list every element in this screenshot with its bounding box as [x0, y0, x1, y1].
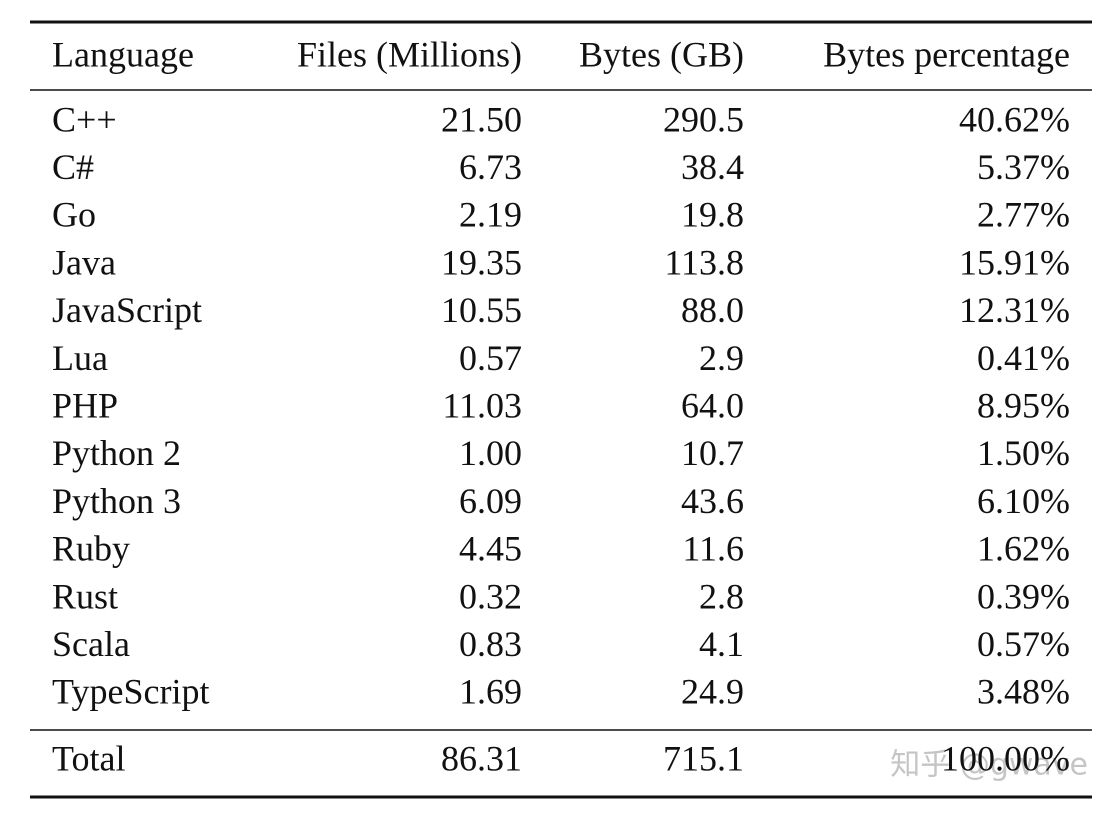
header-cell: Bytes percentage — [823, 34, 1070, 74]
total-label: Total — [52, 738, 125, 778]
language-cell: JavaScript — [52, 290, 202, 330]
total-cell: 86.31 — [441, 738, 522, 778]
language-cell: Scala — [52, 624, 130, 664]
value-cell: 0.57 — [459, 338, 522, 378]
value-cell: 0.39% — [977, 576, 1070, 616]
value-cell: 10.7 — [681, 433, 744, 473]
language-cell: C++ — [52, 99, 117, 139]
value-cell: 10.55 — [441, 290, 522, 330]
language-cell: Python 3 — [52, 481, 181, 521]
value-cell: 43.6 — [681, 481, 744, 521]
value-cell: 15.91% — [959, 242, 1070, 282]
language-cell: PHP — [52, 385, 118, 425]
header-cell: Language — [52, 34, 194, 74]
value-cell: 3.48% — [977, 672, 1070, 712]
value-cell: 40.62% — [959, 99, 1070, 139]
language-cell: C# — [52, 147, 94, 187]
value-cell: 11.03 — [442, 385, 522, 425]
value-cell: 113.8 — [664, 242, 744, 282]
value-cell: 4.1 — [699, 624, 744, 664]
value-cell: 6.10% — [977, 481, 1070, 521]
value-cell: 6.09 — [459, 481, 522, 521]
value-cell: 5.37% — [977, 147, 1070, 187]
value-cell: 1.69 — [459, 672, 522, 712]
value-cell: 2.8 — [699, 576, 744, 616]
value-cell: 38.4 — [681, 147, 744, 187]
value-cell: 64.0 — [681, 385, 744, 425]
language-cell: Go — [52, 195, 96, 235]
value-cell: 19.8 — [681, 195, 744, 235]
language-cell: TypeScript — [52, 672, 209, 712]
value-cell: 290.5 — [663, 99, 744, 139]
value-cell: 8.95% — [977, 385, 1070, 425]
value-cell: 6.73 — [459, 147, 522, 187]
language-cell: Rust — [52, 576, 118, 616]
header-cell: Files (Millions) — [297, 34, 522, 74]
total-cell: 715.1 — [663, 738, 744, 778]
value-cell: 1.00 — [459, 433, 522, 473]
watermark: 知乎 @gwave — [890, 748, 1088, 783]
value-cell: 0.32 — [459, 576, 522, 616]
value-cell: 4.45 — [459, 529, 522, 569]
value-cell: 24.9 — [681, 672, 744, 712]
value-cell: 2.19 — [459, 195, 522, 235]
header-cell: Bytes (GB) — [579, 34, 744, 74]
language-cell: Python 2 — [52, 433, 181, 473]
value-cell: 2.77% — [977, 195, 1070, 235]
value-cell: 0.41% — [977, 338, 1070, 378]
language-cell: Lua — [52, 338, 108, 378]
value-cell: 1.62% — [977, 529, 1070, 569]
value-cell: 88.0 — [681, 290, 744, 330]
value-cell: 1.50% — [977, 433, 1070, 473]
total-cell: 100.00% — [941, 738, 1070, 778]
value-cell: 12.31% — [959, 290, 1070, 330]
value-cell: 19.35 — [441, 242, 522, 282]
value-cell: 21.50 — [441, 99, 522, 139]
value-cell: 11.6 — [682, 529, 744, 569]
value-cell: 0.57% — [977, 624, 1070, 664]
language-cell: Ruby — [52, 529, 130, 569]
language-cell: Java — [52, 242, 116, 282]
value-cell: 2.9 — [699, 338, 744, 378]
value-cell: 0.83 — [459, 624, 522, 664]
